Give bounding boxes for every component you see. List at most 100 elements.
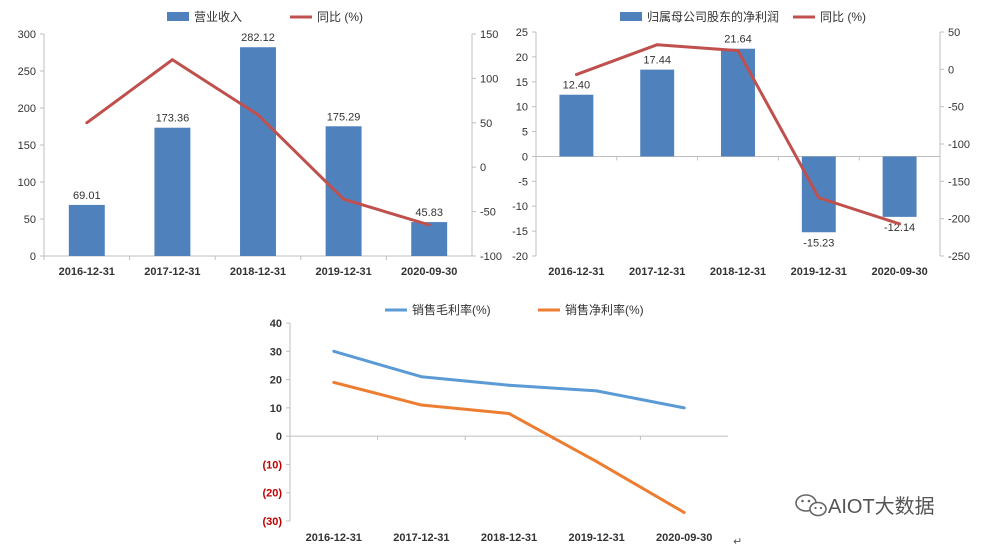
revenue-chart: 营业收入 同比 (%) 0 50 100 150 200 250 300 -100 -50 0 50 10… <box>18 10 502 278</box>
series-point <box>419 375 423 379</box>
category-label: 2016-12-31 <box>306 532 362 544</box>
series-point <box>332 349 336 353</box>
category-label: 2017-12-31 <box>393 532 449 544</box>
series-point <box>507 412 511 416</box>
series-line <box>333 380 685 514</box>
right-tick-label: 0 <box>948 64 954 76</box>
series-point <box>682 406 686 410</box>
bar-data-label: 282.12 <box>241 32 275 44</box>
right-tick-label: -200 <box>948 214 970 226</box>
yoy-point <box>256 113 260 117</box>
category-label: 2020-09-30 <box>871 266 927 278</box>
right-tick-label: -250 <box>948 251 970 263</box>
category-label: 2016-12-31 <box>59 266 115 278</box>
bar <box>411 222 448 256</box>
yoy-point <box>427 223 431 227</box>
y-tick-label: (30) <box>262 516 282 528</box>
yoy-point <box>342 197 346 201</box>
category-label: 2017-12-31 <box>144 266 200 278</box>
category-label: 2019-12-31 <box>791 266 847 278</box>
category-label: 2019-12-31 <box>315 266 371 278</box>
category-label: 2020-09-30 <box>401 266 457 278</box>
left-tick-label: 20 <box>516 52 528 64</box>
legend-label: 销售净利率(%) <box>565 302 644 317</box>
series-point <box>507 383 511 387</box>
legend-label-line: 同比 (%) <box>820 10 866 24</box>
bar <box>640 69 675 157</box>
category-label: 2018-12-31 <box>710 266 766 278</box>
y-tick-label: (10) <box>262 459 282 471</box>
left-tick-label: 150 <box>18 140 36 152</box>
series-point <box>332 380 336 384</box>
yoy-point <box>170 58 174 62</box>
yoy-point <box>85 121 89 125</box>
bar <box>240 47 276 256</box>
category-label: 2016-12-31 <box>548 266 604 278</box>
yoy-point <box>574 73 578 77</box>
right-tick-label: 150 <box>480 29 498 41</box>
left-tick-label: -10 <box>512 201 528 213</box>
left-tick-label: 15 <box>516 77 528 89</box>
right-tick-label: -150 <box>948 176 970 188</box>
category-label: 2019-12-31 <box>568 532 624 544</box>
left-tick-label: 10 <box>516 102 528 114</box>
yoy-point <box>736 49 740 53</box>
watermark-text: AIOT大数据 <box>828 495 935 518</box>
margin-chart: 销售毛利率(%) 销售净利率(%) (30) (20) (10) 0 10 20 30 40 201… <box>262 302 728 544</box>
series-point <box>419 403 423 407</box>
category-label: 2018-12-31 <box>481 532 537 544</box>
legend-swatch-bar <box>620 12 642 21</box>
bar <box>721 48 755 157</box>
y-tick-label: 30 <box>270 346 282 358</box>
net-profit-chart: 归属母公司股东的净利润 同比 (%)-20-15-10-50510152025-2… <box>512 9 970 278</box>
left-tick-label: -20 <box>512 251 528 263</box>
bar-data-label: 17.44 <box>643 55 671 67</box>
bar-data-label: -12.14 <box>884 222 915 234</box>
yoy-point <box>817 196 821 200</box>
bar-data-label: 175.29 <box>327 111 361 123</box>
category-label: 2017-12-31 <box>629 266 685 278</box>
left-tick-label: 5 <box>522 127 528 139</box>
y-tick-label: 40 <box>270 318 282 330</box>
left-tick-label: 25 <box>516 27 528 39</box>
category-label: 2018-12-31 <box>230 266 286 278</box>
bar-data-label: -15.23 <box>803 237 834 249</box>
bar-data-label: 12.40 <box>563 80 591 92</box>
y-tick-label: 10 <box>270 403 282 415</box>
bar <box>801 156 836 233</box>
right-tick-label: -50 <box>480 207 496 219</box>
watermark: AIOT大数据 <box>795 494 935 518</box>
right-tick-label: 0 <box>480 162 486 174</box>
right-tick-label: 100 <box>480 73 498 85</box>
legend-swatch-bar <box>167 12 189 21</box>
category-label: 2020-09-30 <box>656 532 712 544</box>
bar <box>154 127 191 257</box>
yoy-point <box>655 43 659 47</box>
legend-label-line: 同比 (%) <box>317 10 363 24</box>
bar <box>325 126 362 256</box>
bar <box>68 204 105 256</box>
right-tick-label: -50 <box>948 102 964 114</box>
y-tick-label: (20) <box>262 488 282 500</box>
left-tick-label: -5 <box>518 176 528 188</box>
left-tick-label: 200 <box>18 103 36 115</box>
y-tick-label: 20 <box>270 375 282 387</box>
left-tick-label: 0 <box>522 151 528 163</box>
left-tick-label: 250 <box>18 66 36 78</box>
return-mark: ↵ <box>733 536 742 547</box>
bar-data-label: 69.01 <box>73 190 101 202</box>
series-line <box>333 349 685 410</box>
y-tick-label: 0 <box>276 431 282 443</box>
left-tick-label: 50 <box>24 214 36 226</box>
wechat-icon <box>795 494 827 517</box>
bar-data-label: 45.83 <box>415 207 443 219</box>
left-tick-label: -15 <box>512 226 528 238</box>
yoy-point <box>898 222 902 226</box>
legend-label-bar: 归属母公司股东的净利润 <box>647 9 779 24</box>
right-tick-label: -100 <box>948 139 970 151</box>
right-tick-label: -100 <box>480 251 502 263</box>
left-tick-label: 300 <box>18 29 36 41</box>
legend-label-bar: 营业收入 <box>194 10 242 24</box>
bar-data-label: 21.64 <box>724 34 752 46</box>
